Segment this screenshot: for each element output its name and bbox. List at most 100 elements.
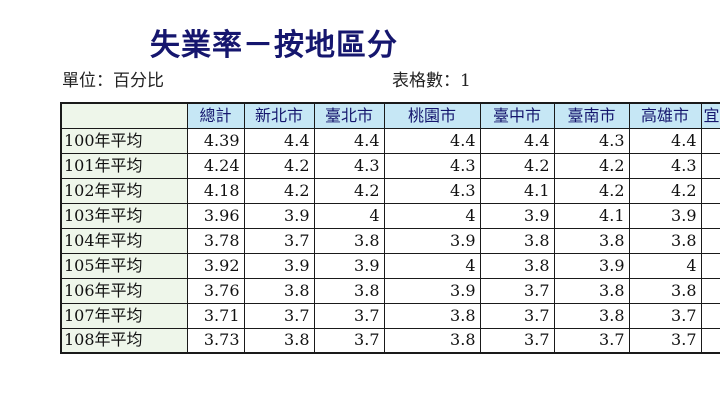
table-cell — [700, 302, 720, 329]
table-cell: 3.7 — [479, 277, 555, 304]
column-header: 新北市 — [243, 102, 315, 129]
table-cell: 3.9 — [628, 202, 702, 229]
table-cell: 3.9 — [553, 252, 630, 279]
table-cell — [700, 127, 720, 154]
table-cell: 3.73 — [186, 327, 245, 354]
table-cell: 3.78 — [186, 227, 245, 254]
table-cell — [700, 152, 720, 179]
table-cell: 4.2 — [628, 177, 702, 204]
table-cell: 3.9 — [243, 202, 315, 229]
table-cell: 4.3 — [383, 152, 481, 179]
table-cell: 3.7 — [479, 302, 555, 329]
table-cell — [700, 327, 720, 354]
unit-label: 單位：百分比 — [62, 71, 164, 91]
table-cell: 4 — [383, 252, 481, 279]
table-cell: 3.7 — [313, 327, 385, 354]
table-cell: 3.8 — [383, 302, 481, 329]
table-cell: 3.71 — [186, 302, 245, 329]
row-label: 100年平均 — [60, 127, 188, 154]
table-cell: 3.9 — [383, 227, 481, 254]
table-cell: 4.3 — [628, 152, 702, 179]
table-cell — [700, 252, 720, 279]
table-cell: 4.39 — [186, 127, 245, 154]
table-cell: 4.3 — [313, 152, 385, 179]
row-label: 108年平均 — [60, 327, 188, 354]
table-cell: 4.4 — [628, 127, 702, 154]
table-cell: 3.8 — [243, 327, 315, 354]
table-cell: 3.8 — [628, 227, 702, 254]
row-label: 104年平均 — [60, 227, 188, 254]
table-cell: 3.7 — [479, 327, 555, 354]
table-row: 100年平均 4.39 4.4 4.4 4.4 4.4 4.3 4.4 — [60, 127, 720, 154]
table-cell: 3.8 — [553, 277, 630, 304]
row-label: 105年平均 — [60, 252, 188, 279]
table-cell: 3.8 — [553, 302, 630, 329]
table-cell: 4.2 — [553, 177, 630, 204]
table-cell: 4.4 — [383, 127, 481, 154]
table-cell: 3.76 — [186, 277, 245, 304]
column-header: 臺南市 — [553, 102, 630, 129]
table-row: 102年平均 4.18 4.2 4.2 4.3 4.1 4.2 4.2 — [60, 177, 720, 204]
table-cell: 3.8 — [383, 327, 481, 354]
table-cell: 4.3 — [383, 177, 481, 204]
table-cell: 3.8 — [313, 227, 385, 254]
table-cell: 3.8 — [479, 252, 555, 279]
table-cell: 3.7 — [313, 302, 385, 329]
table-cell: 4.24 — [186, 152, 245, 179]
header-row: 總計 新北市 臺北市 桃園市 臺中市 臺南市 高雄市 宜 — [60, 102, 720, 129]
table-cell: 3.7 — [243, 227, 315, 254]
column-header: 桃園市 — [383, 102, 481, 129]
table-row: 105年平均 3.92 3.9 3.9 4 3.8 3.9 4 — [60, 252, 720, 279]
table-cell: 3.9 — [383, 277, 481, 304]
table-cell: 4 — [383, 202, 481, 229]
row-label: 107年平均 — [60, 302, 188, 329]
table-cell: 3.92 — [186, 252, 245, 279]
table-cell: 4.2 — [553, 152, 630, 179]
table-cell: 3.7 — [553, 327, 630, 354]
row-label: 106年平均 — [60, 277, 188, 304]
table-cell: 3.8 — [243, 277, 315, 304]
column-header: 高雄市 — [628, 102, 702, 129]
table-cell: 4.2 — [243, 152, 315, 179]
table-cell: 3.8 — [479, 227, 555, 254]
table-cell: 4.3 — [553, 127, 630, 154]
table-container: 總計 新北市 臺北市 桃園市 臺中市 臺南市 高雄市 宜 100年平均 4.39 4… — [60, 102, 720, 364]
table-cell: 4.2 — [313, 177, 385, 204]
table-cell: 4 — [313, 202, 385, 229]
table-cell: 4.4 — [313, 127, 385, 154]
table-row: 108年平均 3.73 3.8 3.7 3.8 3.7 3.7 3.7 — [60, 327, 720, 354]
table-row: 103年平均 3.96 3.9 4 4 3.9 4.1 3.9 — [60, 202, 720, 229]
table-cell — [700, 277, 720, 304]
header-corner-cell — [60, 102, 188, 129]
column-header: 總計 — [186, 102, 245, 129]
table-cell: 3.7 — [628, 302, 702, 329]
table-cell: 3.8 — [313, 277, 385, 304]
table-cell: 3.9 — [243, 252, 315, 279]
table-cell — [700, 202, 720, 229]
page-title: 失業率－按地區分 — [150, 28, 398, 63]
table-cell: 4 — [628, 252, 702, 279]
table-row: 101年平均 4.24 4.2 4.3 4.3 4.2 4.2 4.3 — [60, 152, 720, 179]
table-cell: 4.1 — [479, 177, 555, 204]
table-cell: 4.18 — [186, 177, 245, 204]
table-cell: 4.2 — [479, 152, 555, 179]
table-cell: 3.8 — [553, 227, 630, 254]
unemployment-table: 總計 新北市 臺北市 桃園市 臺中市 臺南市 高雄市 宜 100年平均 4.39 4… — [60, 102, 720, 354]
table-row: 104年平均 3.78 3.7 3.8 3.9 3.8 3.8 3.8 — [60, 227, 720, 254]
table-cell: 4.4 — [243, 127, 315, 154]
table-cell — [700, 177, 720, 204]
table-cell: 4.2 — [243, 177, 315, 204]
column-header: 臺中市 — [479, 102, 555, 129]
table-count-label: 表格數：1 — [392, 71, 471, 91]
row-label: 101年平均 — [60, 152, 188, 179]
column-header: 臺北市 — [313, 102, 385, 129]
row-label: 103年平均 — [60, 202, 188, 229]
row-label: 102年平均 — [60, 177, 188, 204]
table-row: 106年平均 3.76 3.8 3.8 3.9 3.7 3.8 3.8 — [60, 277, 720, 304]
column-header: 宜 — [700, 102, 720, 129]
table-cell: 3.9 — [479, 202, 555, 229]
table-cell — [700, 227, 720, 254]
table-cell: 3.7 — [243, 302, 315, 329]
table-row: 107年平均 3.71 3.7 3.7 3.8 3.7 3.8 3.7 — [60, 302, 720, 329]
table-cell: 4.4 — [479, 127, 555, 154]
